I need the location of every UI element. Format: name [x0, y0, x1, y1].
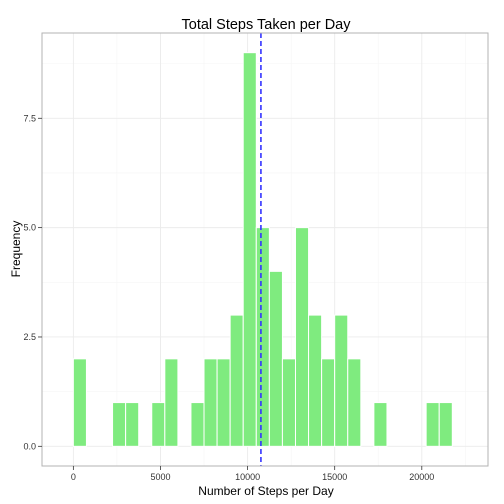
- histogram-bar: [268, 270, 283, 447]
- histogram-bar: [347, 358, 362, 447]
- histogram-bar: [294, 227, 310, 447]
- x-tick-label: 10000: [235, 472, 260, 482]
- histogram-bar: [112, 402, 127, 447]
- x-tick-label: 5000: [150, 472, 170, 482]
- histogram-bar: [438, 402, 453, 447]
- histogram-bar: [281, 358, 296, 447]
- histogram-bar: [242, 52, 257, 447]
- histogram-bar: [125, 402, 140, 447]
- y-tick-label: 7.5: [23, 113, 36, 123]
- histogram-bar: [334, 314, 349, 447]
- histogram-bar: [216, 358, 231, 447]
- y-tick-label: 2.5: [23, 332, 36, 342]
- plot-border: [41, 32, 489, 467]
- y-axis-label: Frequency: [9, 221, 23, 278]
- plot-area: [41, 32, 489, 467]
- histogram-bar: [321, 358, 336, 447]
- histogram-bar: [190, 402, 205, 447]
- chart-title: Total Steps Taken per Day: [182, 17, 352, 33]
- histogram-bar: [203, 358, 218, 447]
- histogram-bar: [255, 227, 270, 447]
- x-tick-label: 0: [71, 472, 76, 482]
- x-axis-label: Number of Steps per Day: [198, 484, 333, 498]
- histogram-bar: [151, 402, 166, 447]
- histogram-bar: [308, 314, 323, 447]
- x-tick-label: 15000: [322, 472, 347, 482]
- y-tick-label: 5.0: [23, 223, 36, 233]
- histogram-bar: [164, 358, 179, 447]
- histogram-bar: [373, 402, 388, 447]
- histogram-bar: [425, 402, 440, 447]
- histogram-bar: [229, 314, 244, 447]
- histogram-bar: [72, 358, 87, 447]
- y-tick-label: 0.0: [23, 441, 36, 451]
- x-tick-label: 20000: [409, 472, 434, 482]
